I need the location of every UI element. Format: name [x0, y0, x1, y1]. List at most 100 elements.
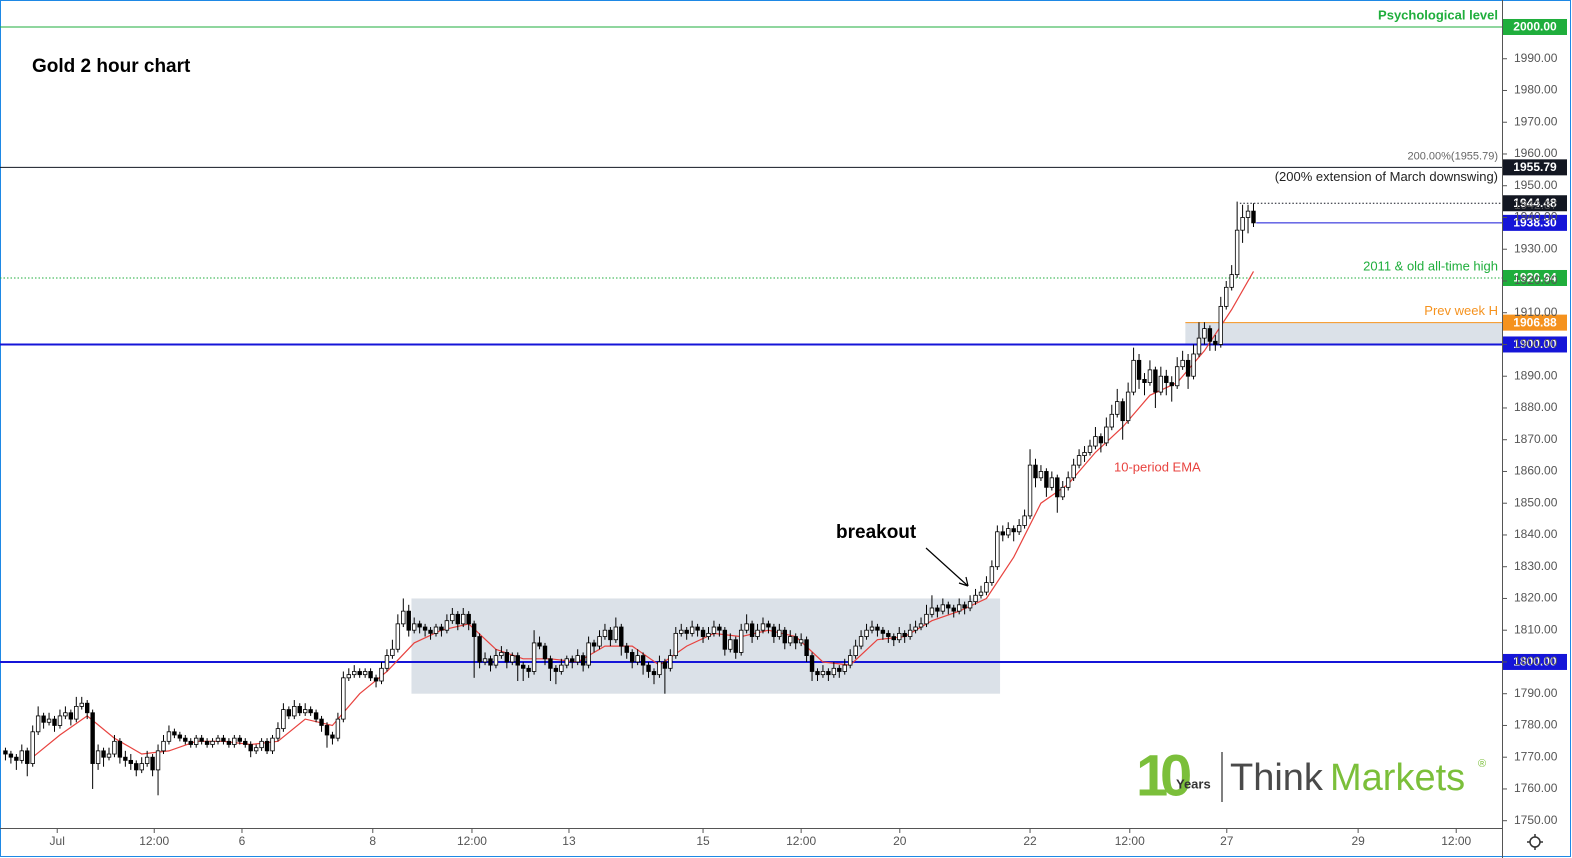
- level-box: [1503, 314, 1567, 331]
- y-tick-label: 1980.00: [1514, 83, 1558, 97]
- y-tick-label: 1880.00: [1514, 400, 1558, 414]
- candle-body: [166, 731, 172, 742]
- level-text: 2011 & old all-time high: [1363, 258, 1498, 273]
- candle-body: [319, 718, 324, 726]
- candle-body: [880, 629, 886, 634]
- candle-body: [330, 734, 335, 739]
- level-text: 200.00%(1955.79): [1407, 150, 1498, 162]
- candle-body: [139, 763, 144, 771]
- candle-body: [973, 594, 978, 603]
- y-tick-label: 1990.00: [1514, 51, 1558, 65]
- level-text: (200% extension of March downswing): [1275, 169, 1498, 184]
- candle-body: [1158, 375, 1164, 393]
- level-label: 1906.88: [1513, 315, 1557, 329]
- logo-zero: 0: [1160, 743, 1192, 808]
- candle-body: [1240, 217, 1245, 231]
- candle-body: [1142, 378, 1147, 383]
- candle-body: [520, 664, 526, 669]
- x-tick-label: 12:00: [786, 834, 816, 848]
- candle-body: [68, 712, 74, 720]
- gear-teeth[interactable]: [1527, 834, 1543, 850]
- candle-body: [482, 658, 488, 663]
- candle-body: [619, 626, 624, 647]
- candle-body: [422, 626, 428, 631]
- candle-body: [771, 626, 777, 637]
- y-tick-label: 1940.00: [1514, 210, 1558, 224]
- candle-body: [624, 645, 629, 653]
- level-label: 1955.79: [1513, 160, 1557, 174]
- candle-body: [504, 652, 510, 663]
- x-tick-label: 12:00: [1115, 834, 1145, 848]
- candle-body: [74, 706, 79, 720]
- candle-body: [253, 747, 259, 752]
- candle-body: [1224, 286, 1229, 307]
- candle-body: [1109, 413, 1114, 428]
- candle-body: [826, 671, 831, 676]
- candle-body: [177, 734, 183, 739]
- zone: [411, 598, 1001, 694]
- candle-body: [989, 566, 995, 583]
- candle-body: [1093, 436, 1098, 447]
- candle-body: [302, 709, 308, 714]
- candle-body: [471, 623, 477, 637]
- candle-body: [749, 623, 755, 637]
- candle-body: [477, 636, 482, 663]
- candle-body: [384, 655, 390, 669]
- y-tick-label: 1770.00: [1514, 749, 1558, 763]
- breakout-arrow: [925, 547, 969, 587]
- candle-body: [324, 725, 330, 736]
- candle-body: [134, 763, 139, 771]
- candle-body: [875, 626, 880, 631]
- candle-body: [1022, 515, 1027, 526]
- candle-body: [728, 639, 733, 650]
- candle-body: [1104, 426, 1109, 444]
- candle-body: [962, 604, 967, 609]
- x-tick-label: 22: [1023, 834, 1037, 848]
- candle-body: [1115, 401, 1120, 415]
- candle-body: [635, 655, 640, 663]
- candle-body: [984, 582, 989, 593]
- candle-body: [1136, 359, 1142, 380]
- candle-body: [837, 667, 842, 672]
- candle-body: [264, 740, 270, 752]
- candle-body: [128, 759, 133, 764]
- candle-body: [1191, 353, 1196, 377]
- candle-body: [19, 750, 24, 761]
- candle-body: [553, 667, 559, 672]
- logo-one: 1: [1136, 743, 1168, 808]
- candle-body: [978, 591, 984, 596]
- candle-body: [308, 709, 313, 714]
- candle-body: [1229, 274, 1234, 288]
- candle-body: [199, 737, 204, 742]
- level-box: [1503, 336, 1567, 353]
- candle-body: [602, 629, 608, 637]
- candle-body: [210, 740, 215, 745]
- candle-body: [395, 623, 401, 650]
- candle-body: [591, 642, 597, 647]
- y-tick-label: 1930.00: [1514, 241, 1558, 255]
- candle-body: [847, 655, 853, 666]
- candle-body: [1234, 229, 1240, 276]
- x-tick-label: 12:00: [139, 834, 169, 848]
- candle-body: [929, 607, 935, 615]
- candle-body: [1076, 455, 1082, 466]
- candle-body: [1038, 471, 1044, 479]
- candle-body: [14, 756, 19, 761]
- candle-body: [869, 626, 875, 631]
- candle-body: [1180, 359, 1185, 368]
- candle-body: [25, 750, 30, 764]
- level-text: Psychological level: [1378, 7, 1498, 22]
- candle-body: [1196, 337, 1202, 355]
- candle-body: [564, 658, 569, 666]
- logo-think: Think: [1230, 757, 1324, 799]
- y-tick-label: 1780.00: [1514, 718, 1558, 732]
- candle-body: [722, 629, 728, 650]
- candle-body: [493, 655, 499, 666]
- settings-icon[interactable]: [1527, 834, 1543, 850]
- candle-body: [275, 728, 281, 739]
- candle-body: [1098, 436, 1104, 444]
- candle-body: [292, 706, 297, 717]
- candle-body: [1131, 359, 1136, 393]
- candle-body: [510, 655, 515, 663]
- candle-body: [259, 740, 264, 749]
